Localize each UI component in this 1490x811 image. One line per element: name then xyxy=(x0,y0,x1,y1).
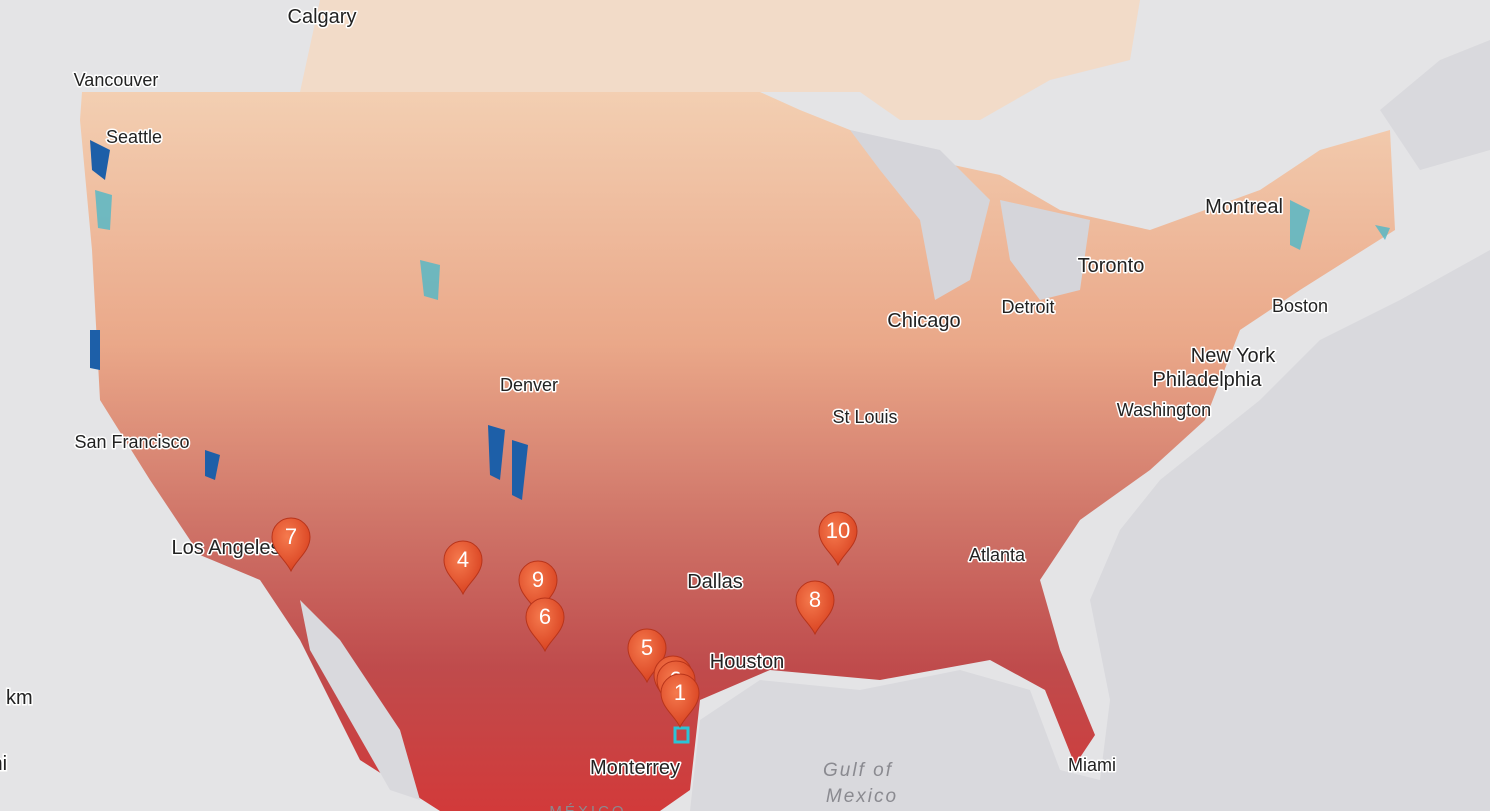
city-label[interactable]: Washington xyxy=(1115,399,1212,422)
map-marker[interactable]: 7 xyxy=(271,517,311,573)
city-label[interactable]: Miami xyxy=(1067,754,1118,777)
city-label[interactable]: San Francisco xyxy=(73,431,191,454)
city-label[interactable]: Denver xyxy=(498,374,559,397)
country-label: MÉXICO xyxy=(549,803,626,811)
marker-pin xyxy=(443,540,483,596)
marker-label: 1 xyxy=(674,680,686,705)
city-label[interactable]: Calgary xyxy=(286,5,358,30)
lake xyxy=(1000,200,1090,300)
city-label[interactable]: Seattle xyxy=(104,126,163,149)
city-label[interactable]: Los Angeles xyxy=(170,536,282,561)
marker-label: 5 xyxy=(641,635,653,660)
marker-pin xyxy=(818,511,858,567)
city-label[interactable]: Atlanta xyxy=(967,544,1027,567)
water-label: Gulf of xyxy=(823,760,893,781)
city-label[interactable]: Monterrey xyxy=(588,756,681,781)
heat-overlay-north xyxy=(300,0,1140,120)
city-label[interactable]: St Louis xyxy=(831,406,899,429)
map-marker[interactable]: 9 xyxy=(518,560,558,616)
marker-pin xyxy=(271,517,311,573)
city-label[interactable]: Detroit xyxy=(1000,296,1056,319)
selection-box xyxy=(673,726,690,744)
scale-unit: km xyxy=(6,687,33,709)
city-label[interactable]: Chicago xyxy=(886,309,962,334)
marker-pin xyxy=(660,673,700,729)
city-label[interactable]: Philadelphia xyxy=(1151,368,1264,393)
marker-pin xyxy=(525,597,565,653)
city-label[interactable]: Vancouver xyxy=(72,69,160,92)
city-label[interactable]: Dallas xyxy=(686,570,745,595)
map-marker[interactable]: 6 xyxy=(525,597,565,653)
marker-pin xyxy=(795,580,835,636)
city-label[interactable]: Toronto xyxy=(1076,254,1146,279)
water-label: Mexico xyxy=(826,786,898,807)
marker-label: 9 xyxy=(532,567,544,592)
city-label[interactable]: New York xyxy=(1189,344,1277,369)
gulf-of-california xyxy=(300,600,420,800)
lake xyxy=(850,130,990,300)
scale-unit: mi xyxy=(0,753,7,775)
marker-label: 8 xyxy=(809,587,821,612)
marker-label: 7 xyxy=(285,524,297,549)
marker-pin xyxy=(518,560,558,616)
city-label[interactable]: Montreal xyxy=(1204,195,1285,220)
map-marker[interactable]: 8 xyxy=(795,580,835,636)
city-label[interactable]: Houston xyxy=(708,650,786,675)
map-marker[interactable]: 10 xyxy=(818,511,858,567)
water-patches xyxy=(90,140,528,500)
marker-label: 10 xyxy=(826,518,850,543)
marker-label: 6 xyxy=(539,604,551,629)
map-marker[interactable]: 1 xyxy=(660,673,700,729)
water-patches-light xyxy=(95,190,1390,300)
city-label[interactable]: Boston xyxy=(1270,295,1329,318)
map-marker[interactable]: 4 xyxy=(443,540,483,596)
marker-label: 4 xyxy=(457,547,469,572)
